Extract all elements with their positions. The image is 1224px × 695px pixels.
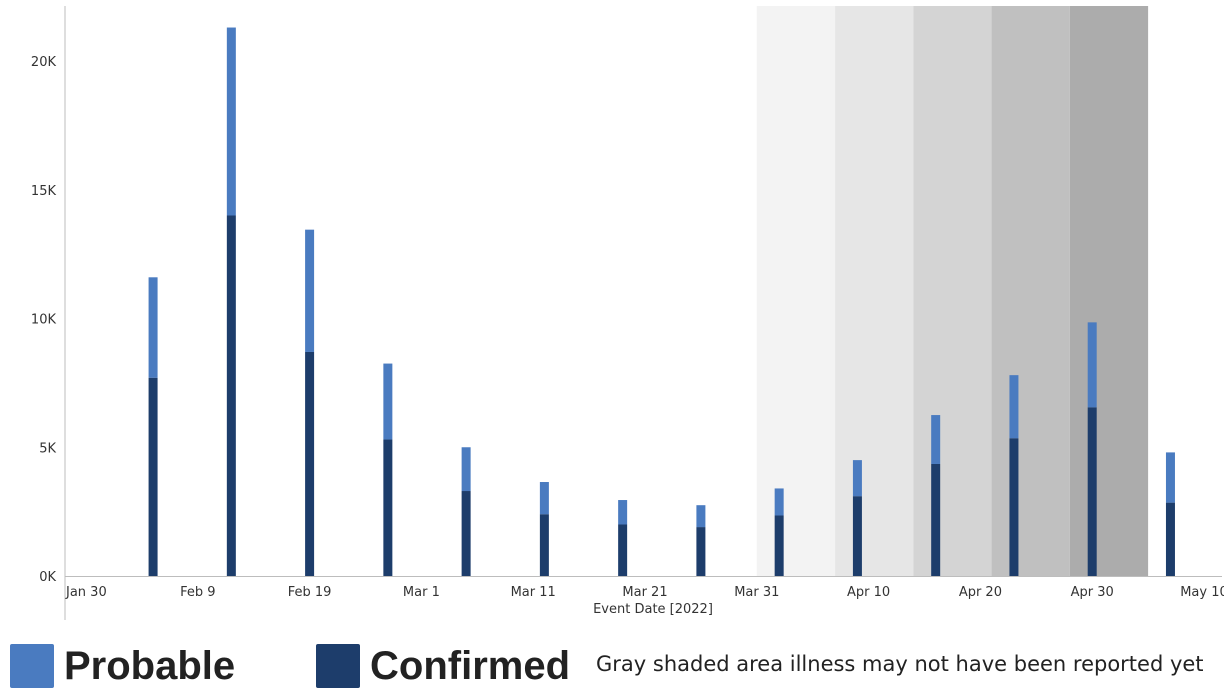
y-tick-label-10K: 10K [31, 313, 57, 328]
bar-confirmed-2022-04-09 [852, 496, 862, 576]
bar-probable-2022-04-23 [1009, 375, 1019, 439]
confirmed-label: Confirmed [370, 644, 570, 688]
x-tick-label-May-10: May 10 [1180, 585, 1224, 600]
bars-group [148, 27, 1175, 576]
bar-confirmed-2022-02-26 [383, 439, 393, 576]
probable-label: Probable [64, 644, 236, 688]
y-tick-label-15K: 15K [31, 184, 57, 199]
bar-confirmed-2022-02-05 [148, 377, 158, 576]
x-tick-label-Apr-20: Apr 20 [959, 585, 1002, 600]
x-tick-label-Mar-31: Mar 31 [734, 585, 779, 600]
gray-shaded-bands [756, 6, 1149, 576]
bar-probable-2022-02-19 [305, 229, 315, 352]
bar-confirmed-2022-04-30 [1087, 407, 1097, 576]
y-axis-ticks: 0K 5K 10K 15K 20K [31, 55, 57, 585]
probable-swatch [10, 644, 54, 688]
y-tick-label-20K: 20K [31, 55, 57, 70]
bar-confirmed-2022-03-05 [461, 491, 471, 576]
bar-confirmed-2022-04-16 [931, 463, 941, 576]
legend-item-probable: Probable [10, 644, 235, 688]
x-axis-title: Event Date [2022] [593, 602, 713, 617]
bar-probable-2022-02-26 [383, 363, 393, 440]
bar-confirmed-2022-02-12 [226, 215, 236, 576]
bar-probable-2022-04-09 [852, 460, 862, 497]
bar-probable-2022-04-30 [1087, 322, 1097, 408]
x-tick-label-Apr-10: Apr 10 [847, 585, 890, 600]
gray-band-5 [1069, 6, 1149, 576]
bar-probable-2022-04-16 [931, 415, 941, 464]
gray-band-2 [835, 6, 914, 576]
bar-probable-2022-03-26 [696, 505, 706, 528]
x-tick-label-Jan-30: Jan 30 [65, 585, 107, 600]
bar-confirmed-2022-05-07 [1165, 502, 1175, 576]
x-axis-ticks: Jan 30 Feb 9 Feb 19 Mar 1 Mar 11 Mar 21 Mar 31… [65, 585, 1224, 600]
bar-probable-2022-02-05 [148, 277, 158, 378]
gray-band-3 [913, 6, 992, 576]
gray-band-4 [991, 6, 1070, 576]
bar-probable-2022-03-12 [539, 482, 549, 515]
bar-confirmed-2022-04-02 [774, 515, 784, 576]
x-tick-label-Feb-19: Feb 19 [288, 585, 332, 600]
y-tick-label-0K: 0K [39, 570, 56, 585]
legend: Probable Confirmed Gray shaded area illn… [0, 636, 1224, 695]
confirmed-swatch [316, 644, 360, 688]
x-tick-label-Mar-1: Mar 1 [403, 585, 440, 600]
bar-probable-2022-02-12 [226, 27, 236, 216]
x-tick-label-Apr-30: Apr 30 [1071, 585, 1114, 600]
bar-probable-2022-05-07 [1165, 452, 1175, 503]
bar-confirmed-2022-03-19 [618, 524, 628, 576]
bar-confirmed-2022-03-26 [696, 527, 706, 576]
x-tick-label-Mar-11: Mar 11 [511, 585, 556, 600]
bar-confirmed-2022-04-23 [1009, 438, 1019, 576]
y-tick-label-5K: 5K [39, 441, 56, 456]
legend-item-confirmed: Confirmed [316, 644, 570, 688]
x-tick-label-Mar-21: Mar 21 [622, 585, 667, 600]
bar-probable-2022-04-02 [774, 488, 784, 516]
stacked-bar-chart: 0K 5K 10K 15K 20K Jan 30 Feb 9 Feb 19 Mar 1 Mar … [31, 6, 1224, 620]
bar-probable-2022-03-19 [618, 500, 628, 525]
gray-area-note: Gray shaded area illness may not have be… [596, 652, 1204, 676]
bar-probable-2022-03-05 [461, 447, 471, 492]
x-tick-label-Feb-9: Feb 9 [180, 585, 215, 600]
bar-confirmed-2022-02-19 [305, 351, 315, 576]
gray-band-1 [756, 6, 836, 576]
bar-confirmed-2022-03-12 [539, 514, 549, 576]
